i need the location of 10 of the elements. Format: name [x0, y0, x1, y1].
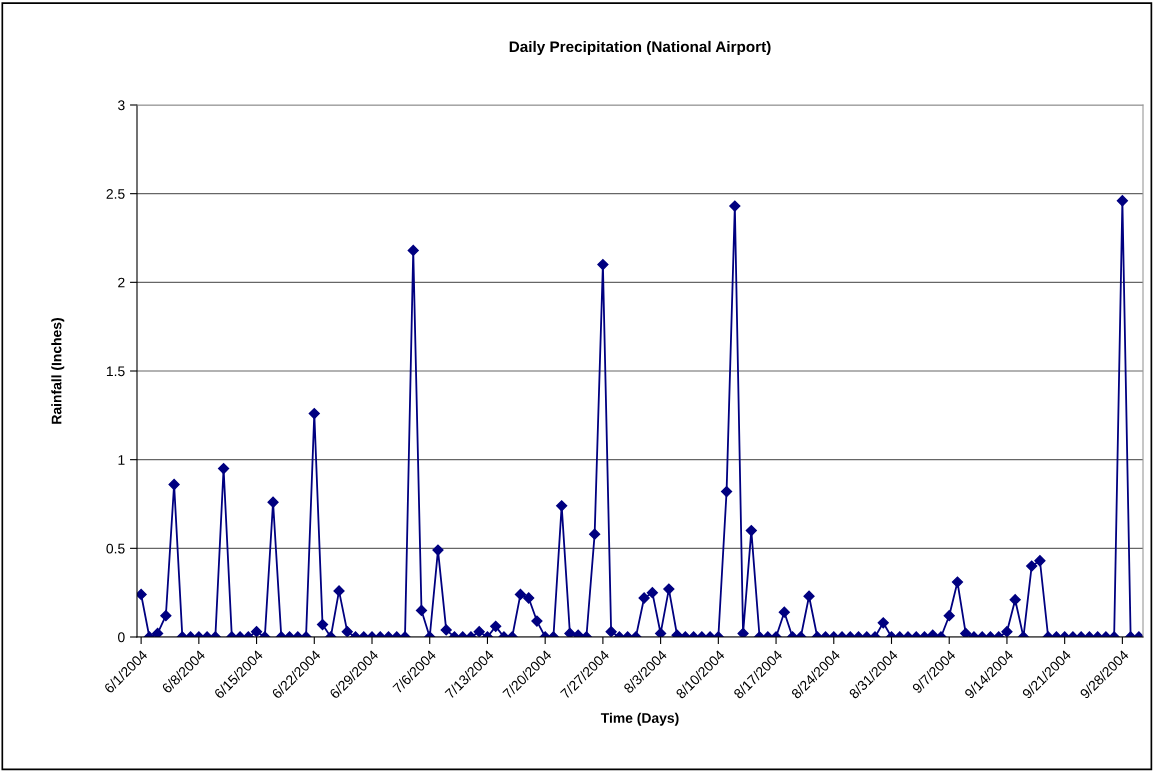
- y-tick-label: 0.5: [106, 543, 125, 554]
- y-tick-label: 0: [118, 632, 125, 643]
- y-tick-label: 1.5: [106, 366, 125, 377]
- y-tick-label: 3: [118, 100, 125, 111]
- y-tick-label: 2: [118, 277, 125, 288]
- y-tick-label: 2.5: [106, 189, 125, 199]
- y-axis-title: Rainfall (Inches): [51, 318, 65, 424]
- chart-title: Daily Precipitation (National Airport): [509, 40, 771, 56]
- y-tick-label: 1: [118, 455, 125, 465]
- x-axis-title: Time (Days): [600, 712, 679, 726]
